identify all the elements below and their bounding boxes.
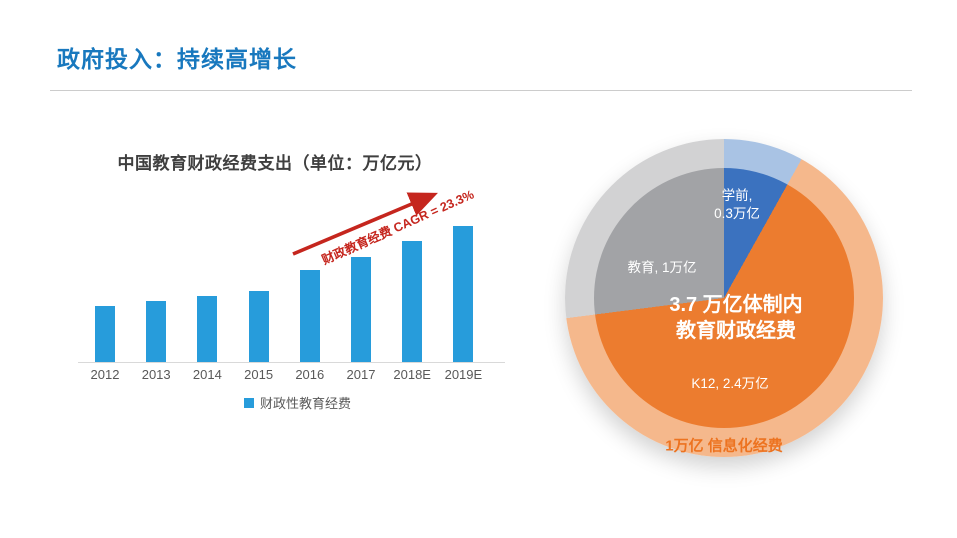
x-axis-label: 2016 bbox=[295, 367, 325, 382]
pie-center-label-line2: 教育财政经费 bbox=[675, 320, 796, 342]
x-axis: 2012 2013 2014 2015 2016 2017 2018E 2019E bbox=[78, 367, 505, 383]
pie-label-preschool-line2: 0.3万亿 bbox=[714, 206, 760, 221]
bar-chart-title: 中国教育财政经费支出（单位：万亿元） bbox=[117, 154, 433, 173]
bar-2017 bbox=[351, 256, 371, 362]
bar-2014 bbox=[197, 295, 218, 362]
pie-center-label: 3.7 万亿体制内 教育财政经费 bbox=[669, 292, 802, 344]
cagr-trend-arrow-icon bbox=[292, 192, 438, 256]
legend-swatch-icon bbox=[244, 397, 254, 408]
bar-chart-plot bbox=[78, 185, 505, 363]
bar-2013 bbox=[146, 300, 167, 362]
x-axis-label: 2014 bbox=[192, 367, 222, 382]
x-axis-label: 2013 bbox=[141, 367, 171, 382]
title-divider bbox=[50, 90, 912, 91]
x-axis-label: 2017 bbox=[346, 367, 376, 382]
slide-title: 政府投入：持续高增长 bbox=[57, 46, 297, 72]
pie-inner bbox=[594, 168, 854, 428]
pie-label-preschool-line1: 学前, bbox=[721, 187, 753, 203]
pie-outer-ring-note: 1万亿 信息化经费 bbox=[665, 437, 783, 455]
bar-2019E bbox=[453, 226, 474, 362]
x-axis-label: 2012 bbox=[90, 367, 120, 382]
bar-2016 bbox=[299, 270, 320, 362]
pie-label-education: 教育, 1万亿 bbox=[627, 259, 697, 275]
x-axis-label: 2015 bbox=[244, 367, 274, 382]
bar-chart-legend: 财政性教育经费 bbox=[244, 393, 351, 412]
x-axis-label: 2019E bbox=[444, 367, 483, 382]
pie-label-k12: K12, 2.4万亿 bbox=[691, 375, 769, 391]
bar-2018E bbox=[402, 241, 423, 362]
legend-label: 财政性教育经费 bbox=[260, 396, 352, 411]
x-axis-label: 2018E bbox=[393, 367, 431, 382]
pie-center-label-line1: 3.7 万亿体制内 bbox=[669, 294, 803, 316]
pie-label-preschool: 学前, 0.3万亿 bbox=[714, 187, 760, 223]
bar-2012 bbox=[95, 305, 115, 362]
bar-2015 bbox=[248, 290, 269, 362]
